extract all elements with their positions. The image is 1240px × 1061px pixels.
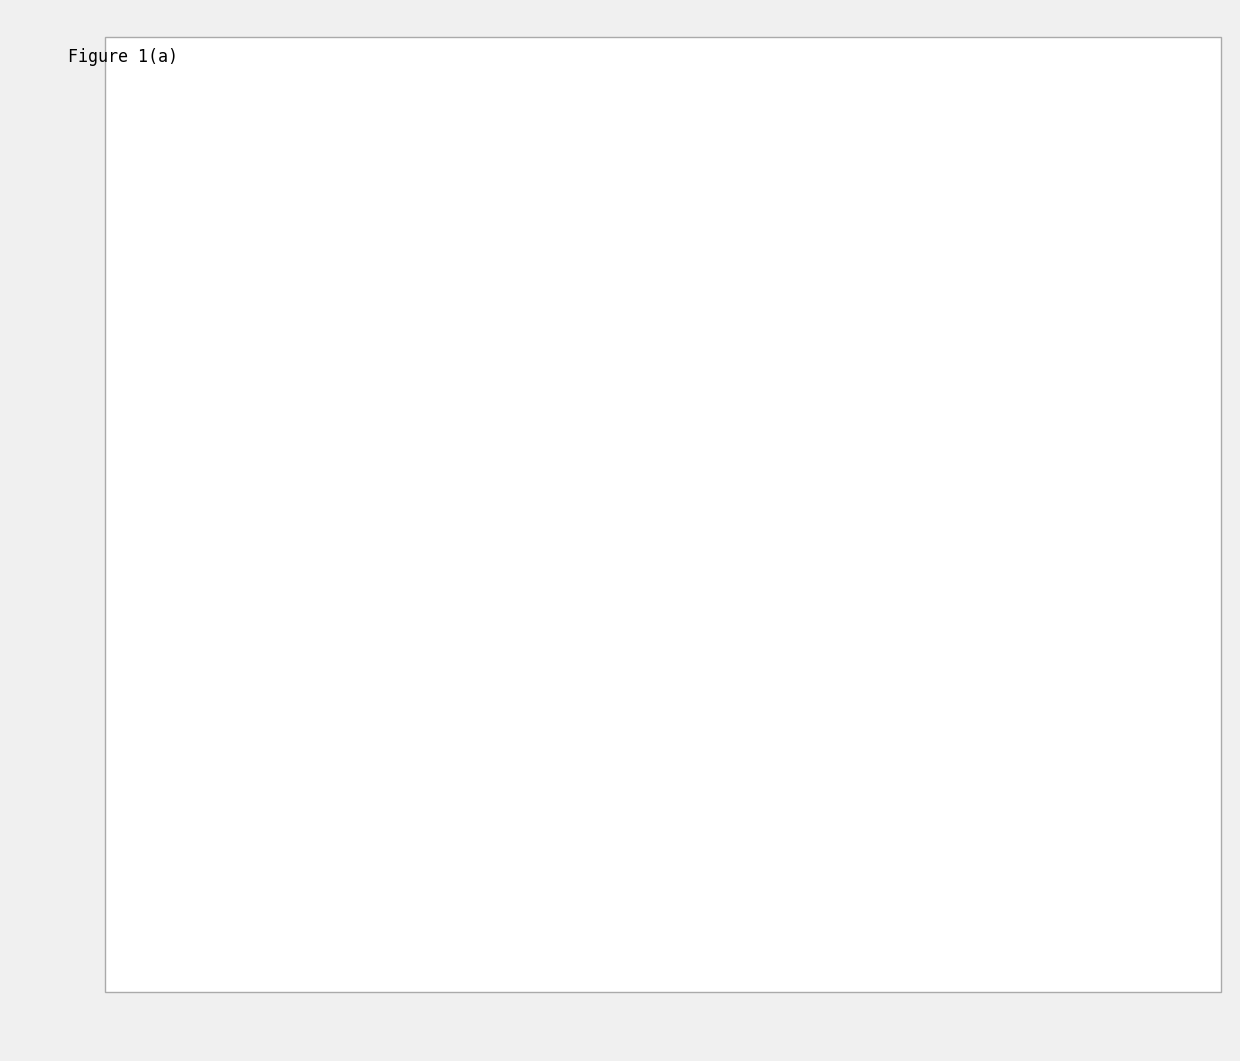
Text: Cell count: Cell count xyxy=(1042,326,1111,341)
Y-axis label: Osmolality ( mOsm/kg): Osmolality ( mOsm/kg) xyxy=(925,456,942,647)
X-axis label: Days (Age): Days (Age) xyxy=(461,954,580,972)
Text: Figure 1(a): Figure 1(a) xyxy=(68,48,179,66)
Y-axis label: Cell COunt (Milli/mL): Cell COunt (Milli/mL) xyxy=(118,467,136,637)
Text: Osmolality: Osmolality xyxy=(1042,603,1116,616)
Title: (Amino Acid Conc, ABS followed by Feed A): (Amino Acid Conc, ABS followed by Feed A… xyxy=(295,145,746,164)
Text: Yiled: Yiled xyxy=(1042,459,1075,474)
